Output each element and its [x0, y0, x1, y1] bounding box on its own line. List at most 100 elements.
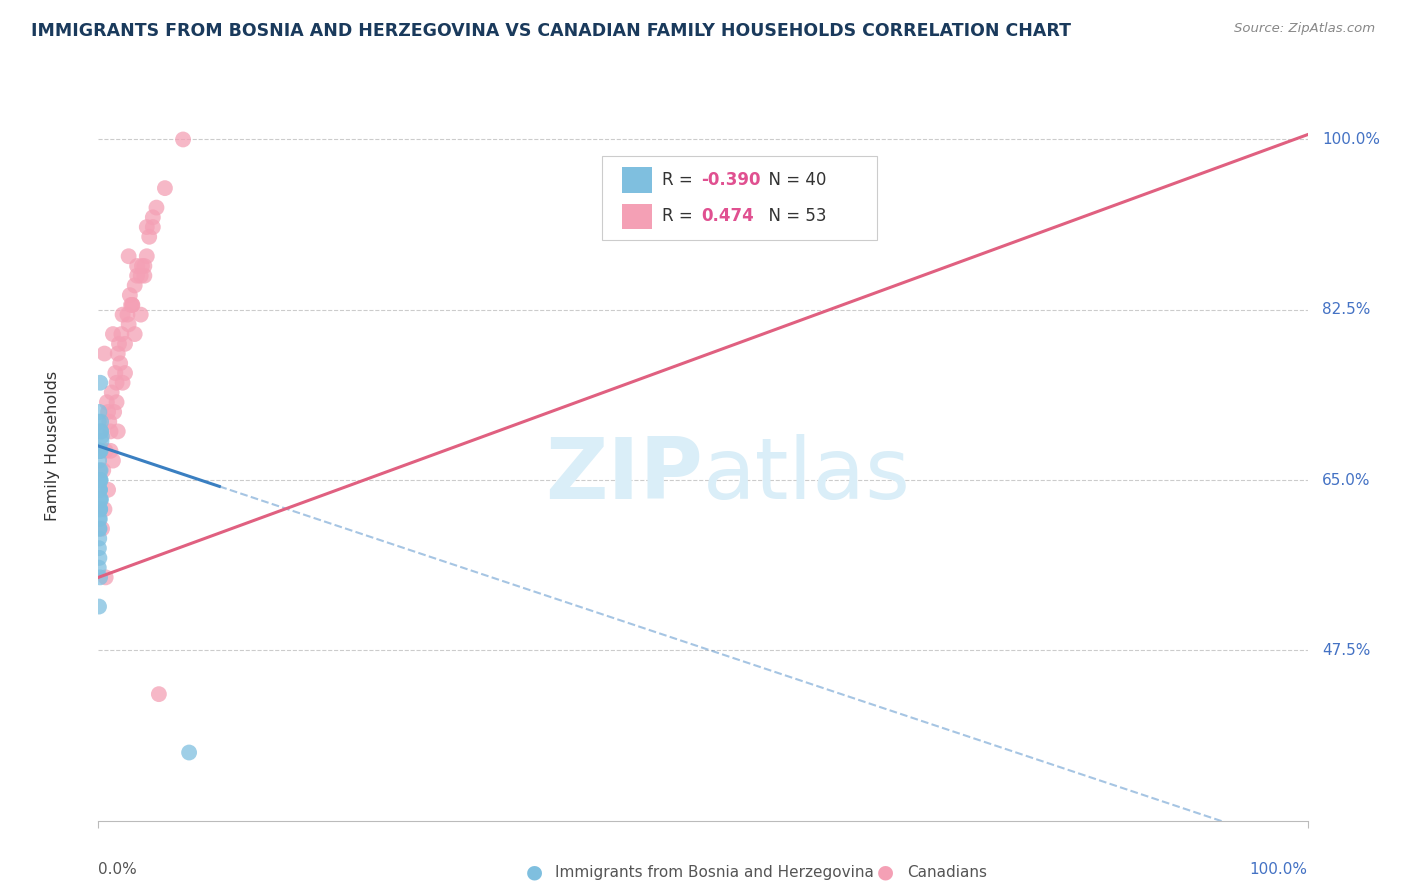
Point [90, 425, 112, 439]
Point [129, 268, 152, 283]
Point [145, 201, 167, 215]
Point [114, 366, 136, 380]
Point [91, 522, 114, 536]
Point [110, 327, 132, 342]
Point [179, 746, 201, 760]
Point [90, 425, 112, 439]
Text: N = 53: N = 53 [758, 207, 827, 225]
Text: Immigrants from Bosnia and Herzegovina: Immigrants from Bosnia and Herzegovina [555, 865, 875, 880]
Point [89, 522, 111, 536]
Point [89, 376, 111, 390]
Point [100, 385, 122, 400]
Point [89, 473, 111, 487]
Point [89, 443, 111, 458]
Text: R =: R = [662, 207, 703, 225]
Point [172, 132, 194, 146]
Point [93, 502, 115, 516]
Point [90, 473, 112, 487]
Point [135, 220, 157, 235]
Text: atlas: atlas [703, 434, 911, 517]
Point [129, 308, 152, 322]
Point [93, 346, 115, 360]
Point [131, 259, 153, 273]
Point [118, 249, 141, 263]
Point [91, 463, 114, 477]
Point [89, 483, 111, 497]
Point [101, 327, 124, 342]
Point [87, 443, 110, 458]
Point [153, 181, 176, 195]
Point [90, 429, 112, 443]
Point [100, 425, 122, 439]
Point [89, 550, 111, 565]
Point [89, 502, 111, 516]
Text: Source: ZipAtlas.com: Source: ZipAtlas.com [1234, 22, 1375, 36]
Point [89, 405, 111, 419]
Text: IMMIGRANTS FROM BOSNIA AND HERZEGOVINA VS CANADIAN FAMILY HOUSEHOLDS CORRELATION: IMMIGRANTS FROM BOSNIA AND HERZEGOVINA V… [31, 22, 1071, 40]
Point [98, 415, 121, 429]
Point [87, 415, 110, 429]
Text: Canadians: Canadians [907, 865, 987, 880]
Point [134, 268, 156, 283]
Point [89, 532, 111, 546]
Point [97, 483, 120, 497]
Point [107, 346, 129, 360]
Point [111, 308, 134, 322]
Point [90, 443, 112, 458]
Point [87, 541, 110, 556]
Point [105, 376, 128, 390]
Text: 0.474: 0.474 [702, 207, 755, 225]
Point [111, 376, 134, 390]
Text: R =: R = [662, 171, 699, 189]
Point [94, 570, 117, 584]
Point [89, 473, 111, 487]
Text: ZIP: ZIP [546, 434, 703, 517]
Point [105, 395, 128, 409]
Point [89, 492, 111, 507]
Point [87, 473, 110, 487]
Point [127, 268, 149, 283]
Point [118, 288, 141, 302]
Point [89, 483, 111, 497]
Point [120, 298, 142, 312]
Point [89, 502, 111, 516]
Point [89, 453, 111, 467]
Point [101, 453, 124, 467]
Point [124, 327, 146, 342]
Point [121, 298, 143, 312]
Point [89, 512, 111, 526]
Point [127, 259, 149, 273]
Text: 100.0%: 100.0% [1250, 862, 1308, 877]
Point [135, 249, 157, 263]
Point [89, 512, 111, 526]
Point [89, 473, 111, 487]
Point [94, 443, 117, 458]
Point [103, 405, 125, 419]
Point [90, 463, 112, 477]
Point [114, 336, 136, 351]
Point [89, 492, 111, 507]
Point [89, 463, 111, 477]
Text: ●: ● [877, 863, 894, 882]
Point [89, 522, 111, 536]
Point [89, 483, 111, 497]
Point [108, 356, 131, 370]
Text: -0.390: -0.390 [702, 171, 761, 189]
Point [142, 220, 165, 235]
Text: 100.0%: 100.0% [1322, 132, 1381, 147]
Point [117, 308, 139, 322]
Point [96, 395, 118, 409]
Point [97, 405, 120, 419]
Point [142, 211, 165, 225]
Point [134, 259, 156, 273]
Text: N = 40: N = 40 [758, 171, 827, 189]
Text: 47.5%: 47.5% [1322, 643, 1371, 657]
Point [89, 502, 111, 516]
Point [121, 298, 143, 312]
Point [108, 336, 131, 351]
Text: Family Households: Family Households [45, 371, 60, 521]
Point [104, 366, 127, 380]
Point [87, 599, 110, 614]
Point [138, 229, 160, 244]
Text: 82.5%: 82.5% [1322, 302, 1371, 318]
